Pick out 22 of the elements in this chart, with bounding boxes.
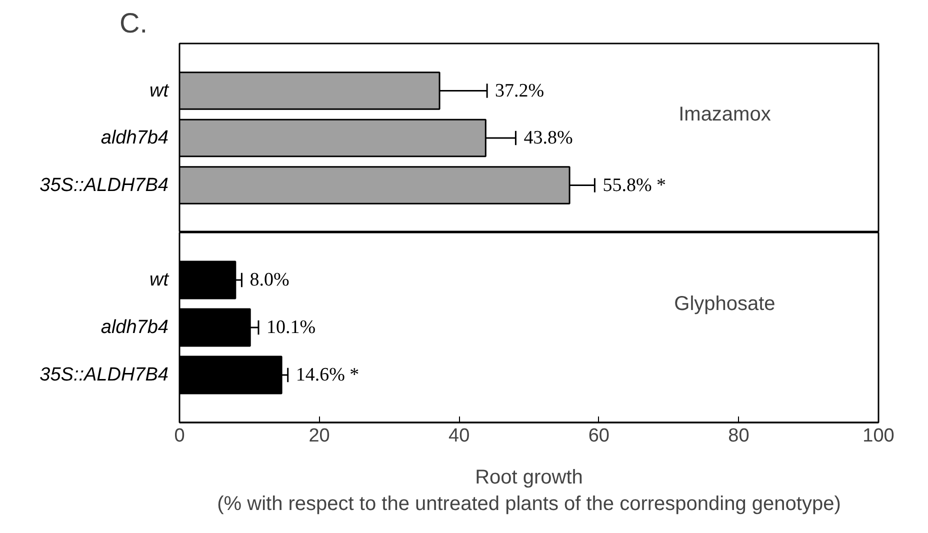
x-tick-label: 40 [448,426,470,446]
x-tick-label: 20 [308,426,330,446]
annotation: Glyphosate [674,292,776,315]
annotation: Imazamox [678,103,771,126]
x-tick-label: 60 [588,426,610,446]
data-label: 43.8% [524,128,573,148]
y-tick-label: aldh7b4 [100,317,168,338]
y-tick-label: 35S::ALDH7B4 [40,174,169,196]
chart-title: C. [120,8,148,38]
data-label: 8.0% [250,270,290,290]
x-tick-label: 80 [728,426,750,446]
y-tick-label: 35S::ALDH7B4 [40,364,169,386]
data-label: 37.2% [495,80,544,102]
data-label: 55.8% * [602,174,666,196]
y-tick-label: aldh7b4 [100,128,168,148]
x-axis-title: Root growth (% with respect to the untreated plants of the corresponding genotype) [217,466,841,515]
y-tick-label: wt [150,80,170,102]
x-tick-label: 0 [174,426,185,446]
data-label: 10.1% [266,317,316,338]
data-label: 14.6% * [296,364,360,386]
x-tick-label: 100 [862,426,894,446]
y-tick-label: wt [150,270,170,290]
